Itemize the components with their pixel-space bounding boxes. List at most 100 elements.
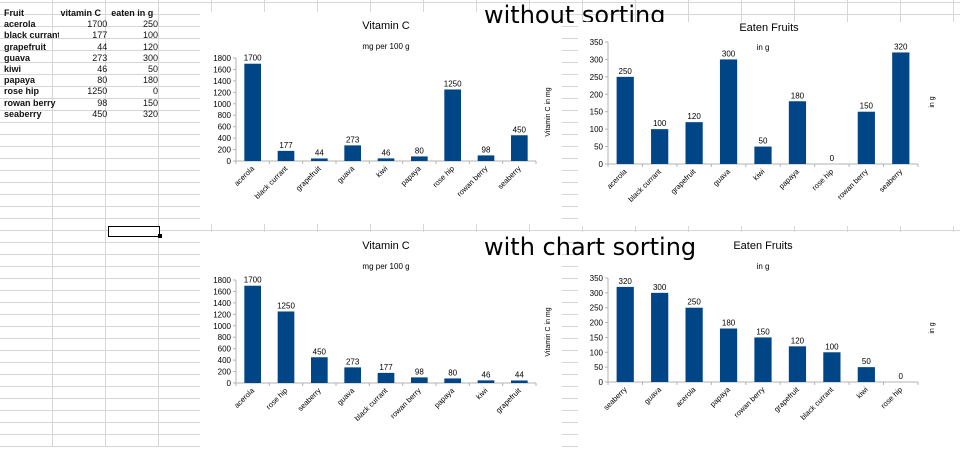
chart-subtitle: mg per 100 g: [362, 262, 409, 271]
header-vitamin-c[interactable]: vitamin C: [60, 8, 102, 18]
bar-guava: [719, 59, 738, 164]
data-label: 150: [860, 102, 874, 111]
chart-title: Vitamin C: [362, 20, 410, 32]
bar-rose-hip: [444, 89, 461, 161]
cell-fruit[interactable]: kiwi: [4, 63, 22, 74]
y-tick-label: 200: [590, 90, 604, 99]
cell-vitamin-c[interactable]: 98: [97, 97, 108, 108]
data-label: 46: [482, 370, 491, 379]
y-tick-label: 1800: [213, 276, 231, 285]
data-label: 98: [415, 367, 424, 376]
x-tick-label: kiwi: [751, 167, 766, 182]
cell-fruit[interactable]: guava: [4, 52, 31, 63]
bar-guava: [344, 367, 361, 383]
cell-fruit[interactable]: grapefruit: [4, 41, 47, 52]
cell-eaten[interactable]: 100: [142, 30, 158, 41]
y-tick-label: 1400: [213, 77, 231, 86]
x-tick-label: grapefruit: [772, 384, 801, 413]
data-label: 300: [722, 49, 736, 58]
cell-vitamin-c[interactable]: 44: [97, 41, 108, 52]
cell-fruit[interactable]: seaberry: [4, 108, 42, 119]
table-row: kiwi 46 50: [2, 64, 160, 75]
fill-handle[interactable]: [158, 234, 162, 238]
data-label: 0: [899, 372, 904, 381]
table-row: guava 273 300: [2, 53, 160, 64]
bar-seaberry: [616, 286, 634, 382]
bar-seaberry: [511, 135, 528, 161]
cell-eaten[interactable]: 150: [142, 97, 158, 108]
cell-eaten[interactable]: 180: [142, 75, 158, 86]
bar-acerola: [244, 63, 261, 161]
cell-eaten[interactable]: 0: [152, 86, 158, 97]
bar-black-currant: [377, 372, 395, 383]
chart-vitamin-c-sorted[interactable]: Vitamin C mg per 100 g Vitamin C in mg 0 200…: [200, 232, 562, 447]
table-row: rowan berry 98 150: [2, 98, 160, 109]
x-tick-label: guava: [335, 385, 356, 406]
bar-grapefruit: [788, 346, 807, 382]
cell-eaten[interactable]: 300: [142, 52, 158, 63]
bar-rowan-berry: [754, 337, 772, 382]
cell-eaten[interactable]: 120: [142, 41, 158, 52]
bar-kiwi: [477, 380, 495, 383]
cell-vitamin-c[interactable]: 450: [92, 108, 108, 119]
cell-fruit[interactable]: black currant: [4, 30, 59, 41]
bar-acerola: [244, 285, 261, 383]
data-label: 120: [791, 336, 805, 345]
bar-papaya: [411, 156, 428, 161]
chart-eaten-unsorted[interactable]: in g in g 0 50 100 150 200 250 300 350 250 acerola 1…: [578, 34, 960, 226]
cell-fruit[interactable]: rowan berry: [4, 97, 56, 108]
y-tick-label: 1000: [213, 322, 231, 331]
chart-title: Vitamin C: [362, 240, 410, 252]
x-tick-label: papaya: [708, 384, 732, 408]
data-label: 80: [448, 368, 457, 377]
chart-subtitle: in g: [757, 43, 770, 52]
x-tick-label: acerola: [605, 166, 629, 190]
header-eaten[interactable]: eaten in g: [111, 8, 154, 18]
y-tick-label: 1600: [213, 65, 231, 74]
cell-vitamin-c[interactable]: 273: [92, 52, 108, 63]
x-tick-label: kiwi: [474, 386, 489, 401]
y-tick-label: 1200: [213, 88, 231, 97]
data-label: 450: [313, 347, 327, 356]
x-tick-label: grapefruit: [494, 385, 523, 414]
y-tick-label: 1400: [213, 299, 231, 308]
x-tick-label: rowan berry: [388, 386, 423, 421]
chart-eaten-sorted[interactable]: Eaten Fruits in g in g 0 50 100 150 200 250 300 35…: [578, 232, 960, 447]
bar-rose-hip: [277, 311, 295, 383]
bar-grapefruit: [685, 122, 703, 164]
selected-cell[interactable]: [108, 226, 160, 237]
data-label: 50: [862, 357, 871, 366]
cell-fruit[interactable]: acerola: [4, 19, 36, 30]
cell-vitamin-c[interactable]: 80: [97, 75, 108, 86]
table-row: rose hip 1250 0: [2, 86, 160, 97]
cell-eaten[interactable]: 50: [147, 63, 158, 74]
cell-vitamin-c[interactable]: 1250: [87, 86, 108, 97]
header-fruit[interactable]: Fruit: [4, 8, 24, 18]
x-tick-label: papaya: [432, 385, 456, 409]
cell-eaten[interactable]: 320: [142, 108, 158, 119]
bar-rowan-berry: [857, 111, 875, 164]
chart-vitamin-c-unsorted[interactable]: Vitamin C mg per 100 g Vitamin C in mg 0 200…: [200, 12, 562, 224]
data-label: 0: [830, 154, 835, 163]
chart-title: Eaten Fruits: [578, 22, 960, 34]
x-tick-label: rowan berry: [835, 167, 870, 202]
x-tick-label: kiwi: [374, 164, 389, 179]
label-with-chart-sorting: with chart sorting: [484, 233, 697, 261]
cell-fruit[interactable]: papaya: [4, 75, 36, 86]
bar-papaya: [444, 378, 461, 383]
table-header-row: Fruit vitamin C eaten in g: [2, 8, 160, 19]
bar-papaya: [719, 328, 738, 382]
y-tick-label: 350: [590, 274, 604, 283]
cell-vitamin-c[interactable]: 177: [92, 30, 108, 41]
cell-eaten[interactable]: 250: [142, 19, 158, 30]
cell-vitamin-c[interactable]: 1700: [87, 19, 108, 30]
cell-fruit[interactable]: rose hip: [4, 86, 40, 97]
data-label: 46: [382, 148, 391, 157]
y-tick-label: 50: [594, 363, 603, 372]
y-axis-label: in g: [929, 322, 936, 333]
y-tick-label: 150: [590, 333, 604, 342]
y-tick-label: 200: [218, 146, 232, 155]
bar-rowan-berry: [477, 155, 495, 161]
y-tick-label: 1000: [213, 100, 231, 109]
cell-vitamin-c[interactable]: 46: [97, 63, 108, 74]
